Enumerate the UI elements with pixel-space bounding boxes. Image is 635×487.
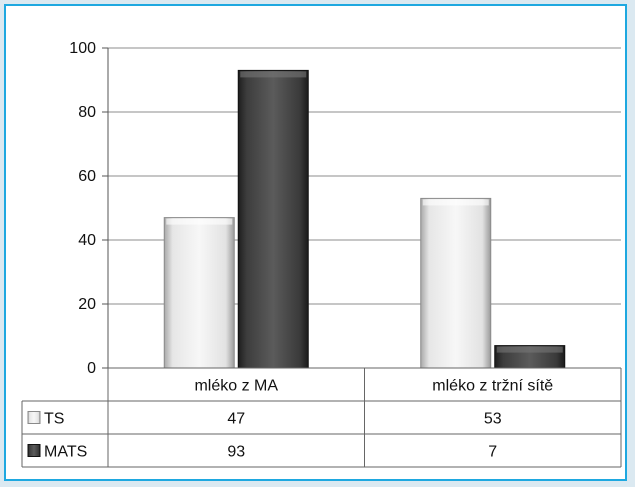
y-tick-label: 0 bbox=[87, 360, 96, 377]
y-tick-label: 40 bbox=[78, 232, 96, 249]
data-label: 93 bbox=[227, 444, 245, 461]
bar-body bbox=[163, 217, 235, 369]
y-tick-label: 80 bbox=[78, 104, 96, 121]
data-label: 53 bbox=[484, 411, 502, 428]
legend-key-ts bbox=[27, 411, 41, 424]
bar-mats-0 bbox=[237, 69, 309, 369]
y-tick-label: 60 bbox=[78, 168, 96, 185]
bar-mats-1 bbox=[494, 345, 566, 369]
legend-key-mats bbox=[27, 444, 41, 457]
chart-frame: 0 20 40 60 80 100 mléko z MA mléko z tržní sít… bbox=[4, 4, 627, 481]
bar-bevel bbox=[422, 199, 489, 206]
legend-label: TS bbox=[44, 411, 64, 428]
bar-ts-0 bbox=[163, 217, 235, 369]
legend-label: MATS bbox=[44, 444, 87, 461]
y-tick-label: 20 bbox=[78, 296, 96, 313]
bar-bevel bbox=[240, 71, 307, 78]
x-category-label: mléko z tržní sítě bbox=[432, 378, 553, 395]
bar-ts-1 bbox=[420, 197, 492, 369]
bar-body bbox=[420, 197, 492, 369]
x-category-label: mléko z MA bbox=[194, 378, 278, 395]
data-label: 47 bbox=[227, 411, 245, 428]
y-tick-label: 100 bbox=[69, 40, 96, 57]
bar-bevel bbox=[166, 218, 233, 225]
bar-body bbox=[237, 69, 309, 369]
data-label: 7 bbox=[488, 444, 497, 461]
bar-chart: 0 20 40 60 80 100 mléko z MA mléko z tržní sít… bbox=[21, 40, 622, 468]
bar-bevel bbox=[496, 346, 563, 353]
